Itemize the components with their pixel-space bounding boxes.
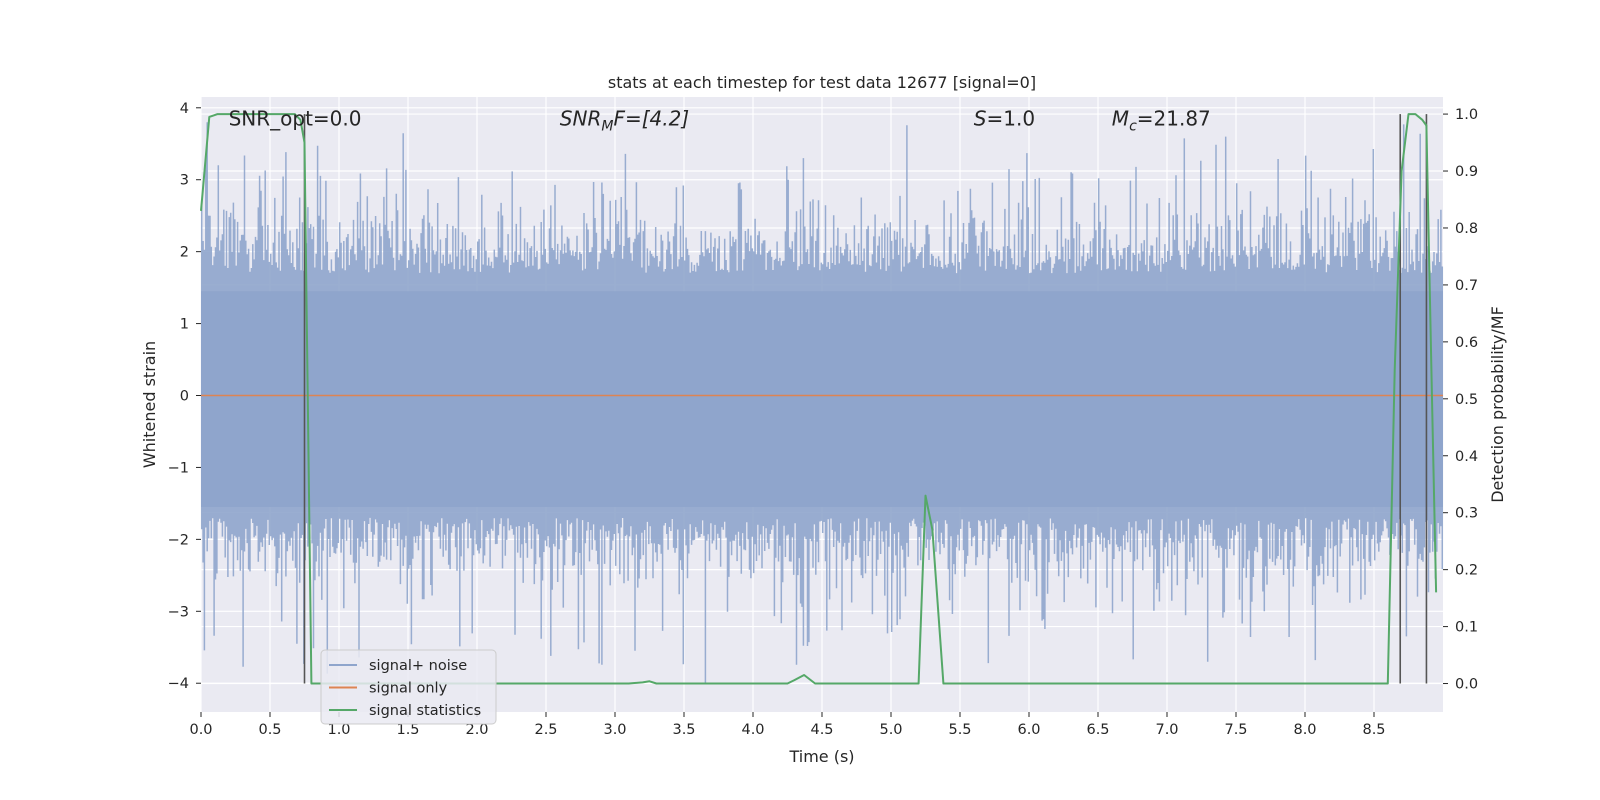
- x-tick-label: 1.0: [327, 722, 350, 738]
- x-axis-label: Time (s): [788, 747, 854, 766]
- x-tick-label: 6.0: [1017, 722, 1040, 738]
- legend-box: [320, 649, 497, 725]
- y-right-tick-label: 0.5: [1455, 392, 1478, 408]
- signal-noise-core: [201, 291, 1443, 507]
- x-tick-label: 4.5: [810, 722, 833, 738]
- y-right-tick-label: 0.6: [1455, 335, 1478, 351]
- snr-mf-annotation: SNRMF=[4.2]: [560, 107, 689, 135]
- snr-opt-annotation: SNR_opt=0.0: [229, 107, 362, 131]
- y-right-tick-label: 0.1: [1455, 620, 1478, 636]
- y-tick-label: 1: [180, 317, 189, 333]
- y-right-tick-label: 0.2: [1455, 563, 1478, 579]
- s-annotation: S=1.0: [974, 107, 1035, 131]
- snr-mf-tail: F=[4.2]: [613, 107, 689, 131]
- y-tick-label: −4: [168, 676, 189, 692]
- mc-sub: c: [1129, 119, 1137, 135]
- legend-items: signal+ noise signal only signal statistic…: [329, 658, 481, 719]
- x-tick-label: 3.0: [603, 722, 626, 738]
- legend: signal+ noise signal only signal statistic…: [320, 649, 497, 725]
- signal-statistics-line: [200, 113, 1438, 685]
- x-tick-label: 2.0: [465, 722, 488, 738]
- axes: 0.0 0.5 1.0 1.5 2.0 2.5 3.0 3.5 4.0 4.5 5.0 5.5 6.0 6…: [168, 101, 1478, 738]
- signal-noise-series: [200, 122, 1444, 684]
- x-tick-label: 5.5: [948, 722, 971, 738]
- y-axis-label: Whitened strain: [140, 341, 159, 468]
- y-tick-label: −2: [168, 532, 189, 548]
- x-tick-label: 4.0: [741, 722, 764, 738]
- y-axis-right-label: Detection probability/MF: [1488, 306, 1507, 503]
- y-right-tick-label: 0.8: [1455, 221, 1478, 237]
- annotations: SNR_opt=0.0 SNRMF=[4.2] S=1.0 Mc=21.87: [229, 107, 1211, 135]
- mc-annotation: Mc=21.87: [1112, 107, 1211, 135]
- y-tick-label: 2: [180, 245, 189, 261]
- y-right-tick-label: 0.3: [1455, 506, 1478, 522]
- y-tick-label: 4: [180, 101, 189, 117]
- legend-label: signal+ noise: [369, 658, 467, 674]
- snr-mf-tail-text: F=[4.2]: [613, 107, 689, 131]
- y-right-tick-label: 0.0: [1455, 677, 1478, 693]
- snr-mf-sub: M: [601, 119, 613, 135]
- series-lines: [200, 113, 1443, 685]
- x-tick-label: 1.5: [396, 722, 419, 738]
- legend-label: signal statistics: [369, 703, 481, 719]
- x-tick-label: 8.5: [1362, 722, 1385, 738]
- x-tick-label: 5.0: [879, 722, 902, 738]
- legend-label: signal only: [369, 681, 448, 697]
- x-tick-label: 6.5: [1086, 722, 1109, 738]
- y-right-tick-label: 0.7: [1455, 278, 1478, 294]
- x-tick-label: 8.0: [1293, 722, 1316, 738]
- x-tick-label: 0.5: [258, 722, 281, 738]
- y-tick-label: 0: [180, 389, 189, 405]
- x-tick-label: 3.5: [672, 722, 695, 738]
- mc-tail: =21.87: [1137, 107, 1211, 131]
- y-right-tick-label: 0.4: [1455, 449, 1478, 465]
- s-main: S: [974, 107, 987, 131]
- snr-mf-main: SNR: [560, 107, 602, 131]
- x-tick-label: 7.5: [1224, 722, 1247, 738]
- chart-title: stats at each timestep for test data 126…: [608, 73, 1036, 92]
- x-tick-label: 0.0: [189, 722, 212, 738]
- y-right-tick-label: 0.9: [1455, 164, 1478, 180]
- y-tick-label: −3: [168, 604, 189, 620]
- x-tick-label: 2.5: [534, 722, 557, 738]
- s-tail: =1.0: [987, 107, 1036, 131]
- y-tick-label: −1: [168, 460, 189, 476]
- x-tick-label: 7.0: [1155, 722, 1178, 738]
- mc-main: M: [1112, 107, 1129, 131]
- y-tick-label: 3: [180, 173, 189, 189]
- y-right-tick-label: 1.0: [1455, 107, 1478, 123]
